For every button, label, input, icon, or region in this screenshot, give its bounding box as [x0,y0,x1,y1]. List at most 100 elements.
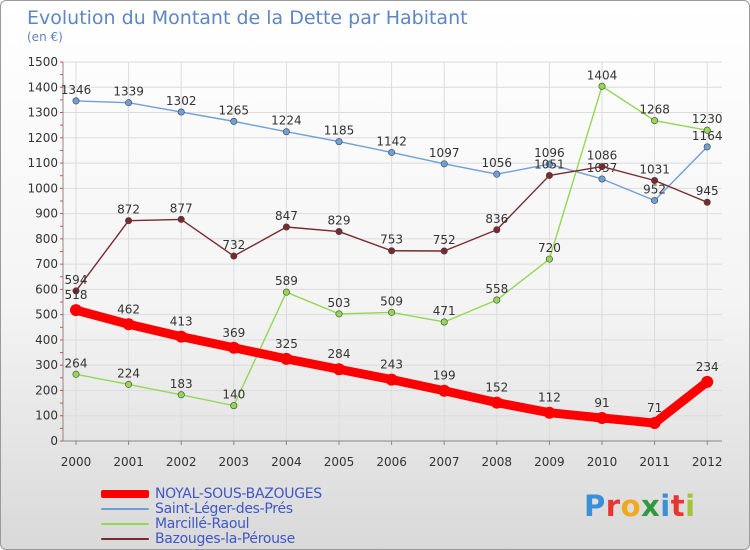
data-label: 462 [117,302,140,316]
logo-letter: i [685,489,696,523]
data-label: 952 [643,182,666,196]
data-point [125,99,133,107]
data-label: 413 [170,315,193,329]
logo-letter: t [670,489,686,523]
data-point [125,380,133,388]
y-tick-label: 700 [35,257,58,271]
x-tick-label: 2012 [692,455,723,469]
data-point [493,170,501,178]
data-point [333,363,345,376]
y-tick-label: 100 [35,409,58,423]
logo-letter: i [660,489,671,523]
legend-item: Saint-Léger-des-Prés [101,500,431,517]
data-point [177,108,185,116]
y-tick-label: 1200 [27,131,58,145]
chart-subtitle: (en €) [27,30,63,44]
legend-label: Saint-Léger-des-Prés [155,500,293,517]
data-label: 91 [594,396,609,410]
data-label: 753 [380,233,403,247]
legend-item: Marcillé-Raoul [101,515,431,532]
logo-letter: P [584,489,606,523]
data-point [230,117,238,125]
data-label: 1051 [534,157,565,171]
data-point [177,391,185,399]
data-point [388,247,396,255]
data-label: 1346 [61,83,92,97]
y-tick-label: 900 [35,207,58,221]
data-point [230,402,238,410]
y-tick-label: 1300 [27,106,58,120]
legend-swatch [101,507,149,510]
data-label: 872 [117,203,140,217]
data-label: 829 [328,214,351,228]
y-tick-label: 1400 [27,80,58,94]
data-label: 199 [433,369,456,383]
data-label: 1224 [271,114,302,128]
data-label: 140 [222,388,245,402]
data-point [651,117,659,125]
data-point [596,412,608,425]
data-point [701,375,714,388]
legend-swatch [101,489,149,498]
logo-letter: x [641,489,661,523]
y-tick-label: 200 [35,383,58,397]
data-point [335,310,343,318]
data-label: 369 [222,326,245,340]
data-point [388,308,396,316]
y-tick-label: 1500 [27,55,58,69]
legend-swatch [101,537,149,540]
data-point [543,406,556,419]
x-tick-label: 2008 [482,455,513,469]
x-tick-label: 2010 [587,455,618,469]
data-point [598,82,606,90]
data-label: 152 [485,381,508,395]
x-tick-label: 2006 [376,455,407,469]
data-point [282,223,290,231]
data-point [125,217,133,225]
y-tick-label: 500 [35,308,58,322]
y-tick-label: 1000 [27,181,58,195]
x-tick-label: 2007 [429,455,460,469]
y-tick-label: 1100 [27,156,58,170]
x-tick-label: 2009 [534,455,565,469]
legend-swatch [101,522,149,525]
data-point [651,196,659,204]
legend-item: NOYAL-SOUS-BAZOUGES [101,485,431,502]
data-label: 112 [538,391,561,405]
y-tick-label: 600 [35,282,58,296]
data-point [177,215,185,223]
data-label: 836 [485,212,508,226]
data-point [651,177,659,185]
x-tick-label: 2000 [61,455,92,469]
data-label: 243 [380,358,403,372]
data-point [598,175,606,183]
data-label: 71 [647,401,662,415]
data-label: 264 [65,356,88,370]
data-label: 1096 [534,146,565,160]
data-label: 1404 [587,68,618,82]
data-label: 518 [65,288,88,302]
y-tick-label: 400 [35,333,58,347]
legend-label: NOYAL-SOUS-BAZOUGES [155,485,322,502]
data-point [72,370,80,378]
data-label: 1265 [219,103,250,117]
data-label: 471 [433,304,456,318]
data-label: 1097 [429,146,460,160]
data-point [175,330,188,343]
data-point [280,352,293,365]
legend-item: Bazouges-la-Pérouse [101,531,431,547]
data-point [335,228,343,236]
data-label: 325 [275,337,298,351]
x-tick-label: 2004 [271,455,302,469]
data-point [493,226,501,234]
logo-letter: o [620,489,642,523]
logo-letter: r [605,489,621,523]
data-point [545,160,553,168]
data-label: 1086 [587,149,618,163]
data-label: 558 [485,282,508,296]
x-tick-label: 2001 [113,455,144,469]
data-label: 752 [433,233,456,247]
legend-label: Marcillé-Raoul [155,515,250,532]
data-point [230,252,238,260]
